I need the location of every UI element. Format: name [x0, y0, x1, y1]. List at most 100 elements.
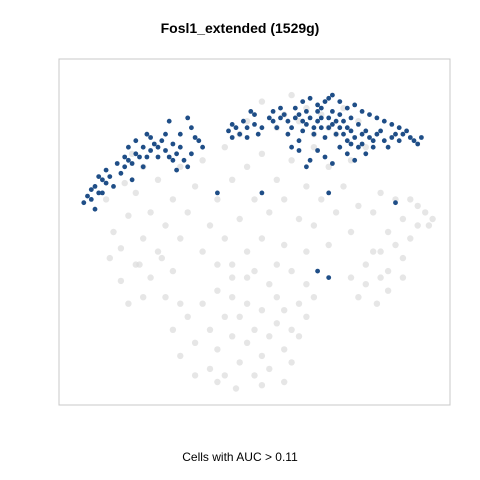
background-cell-point: [370, 209, 377, 216]
highlighted-cell-point: [370, 138, 376, 144]
highlighted-cell-point: [270, 118, 276, 124]
background-cell-point: [221, 235, 228, 242]
background-cell-point: [310, 222, 318, 229]
highlighted-cell-point: [352, 102, 358, 108]
background-cell-point: [128, 150, 136, 157]
background-cell-point: [258, 235, 266, 242]
chart-caption: Cells with AUC > 0.11: [182, 450, 298, 464]
background-cell-point: [295, 300, 303, 307]
background-cell-point: [266, 209, 273, 216]
highlighted-cell-point: [370, 144, 376, 150]
background-cell-point: [355, 294, 362, 301]
highlighted-cell-point: [300, 118, 306, 124]
chart-title: Fosl1_extended (1529g): [160, 20, 320, 36]
highlighted-cell-point: [148, 135, 154, 140]
highlighted-cell-point: [103, 167, 109, 173]
background-cell-point: [288, 91, 295, 99]
highlighted-cell-point: [307, 95, 313, 101]
highlighted-cell-point: [300, 128, 306, 134]
highlighted-cell-point: [155, 144, 161, 150]
background-cell-point: [232, 385, 240, 392]
background-cell-point: [110, 228, 117, 236]
highlighted-cell-point: [389, 122, 395, 127]
highlighted-cell-point: [374, 115, 380, 121]
highlighted-cell-point: [177, 131, 183, 137]
background-cell-point: [281, 346, 288, 353]
highlighted-cell-point: [174, 167, 180, 173]
highlighted-cell-point: [367, 135, 372, 140]
background-cell-point: [384, 267, 392, 275]
background-cell-point: [199, 248, 206, 255]
highlighted-cell-point: [85, 193, 90, 199]
background-cell-point: [136, 261, 143, 268]
background-cell-point: [251, 196, 258, 203]
highlighted-cell-point: [352, 135, 358, 140]
background-cell-point: [177, 163, 184, 170]
highlighted-cell-point: [177, 144, 183, 150]
highlighted-cell-point: [333, 118, 339, 124]
background-cell-point: [229, 176, 236, 183]
highlighted-cell-point: [107, 174, 113, 180]
background-cell-point: [266, 333, 273, 340]
background-cell-point: [214, 261, 221, 268]
background-cell-point: [214, 378, 221, 386]
highlighted-cell-point: [278, 115, 283, 121]
background-cell-point: [154, 176, 162, 183]
highlighted-cell-point: [140, 164, 146, 170]
highlighted-cell-point: [359, 109, 365, 114]
highlighted-cell-point: [326, 125, 332, 131]
background-cell-point: [243, 300, 251, 307]
highlighted-cell-point: [129, 177, 135, 183]
background-cell-point: [288, 157, 295, 164]
highlighted-cell-point: [337, 99, 343, 104]
background-cell-point: [258, 150, 266, 157]
highlighted-cell-point: [192, 135, 198, 140]
highlighted-cell-point: [311, 131, 317, 137]
background-cell-point: [243, 248, 251, 255]
highlighted-cell-point: [285, 131, 291, 137]
background-cell-point: [169, 196, 177, 203]
highlighted-cell-point: [133, 151, 139, 157]
background-cell-point: [221, 144, 228, 151]
background-cell-point: [414, 222, 421, 229]
background-cell-point: [243, 118, 251, 125]
highlighted-cell-point: [92, 184, 98, 189]
background-cell-point: [332, 209, 340, 216]
background-cell-point: [318, 196, 325, 203]
background-cell-point: [384, 287, 392, 294]
highlighted-cell-point: [348, 141, 354, 147]
highlighted-cell-point: [237, 131, 243, 137]
background-cell-point: [229, 294, 236, 301]
highlighted-cell-point: [315, 109, 320, 114]
background-cell-point: [191, 339, 199, 346]
highlighted-cell-point: [96, 174, 102, 180]
highlighted-cell-point: [300, 99, 306, 104]
background-cell-point: [214, 196, 221, 203]
highlighted-cell-point: [185, 115, 191, 121]
background-cell-point: [399, 274, 407, 281]
highlighted-cell-point: [348, 128, 354, 134]
background-cell-point: [236, 313, 243, 320]
highlighted-cell-point: [248, 109, 254, 114]
background-cell-point: [236, 215, 243, 223]
highlighted-cell-point: [407, 135, 413, 140]
highlighted-cell-point: [367, 112, 372, 117]
background-cell-point: [102, 196, 110, 203]
highlighted-cell-point: [122, 164, 128, 170]
background-cell-point: [425, 222, 433, 229]
highlighted-cell-point: [244, 135, 250, 140]
highlighted-cell-point: [255, 131, 261, 137]
highlighted-cell-point: [81, 200, 87, 206]
background-cell-point: [281, 196, 288, 203]
highlighted-cell-point: [315, 148, 320, 153]
highlighted-cell-point: [278, 105, 283, 111]
highlighted-cell-point: [374, 131, 380, 137]
highlighted-cell-point: [292, 105, 298, 111]
background-cell-point: [281, 241, 288, 249]
background-cell-point: [117, 245, 125, 252]
background-cell-point: [362, 281, 369, 288]
highlighted-cell-point: [322, 154, 328, 160]
highlighted-cell-point: [144, 131, 150, 137]
background-cell-point: [251, 326, 258, 333]
highlighted-cell-point: [170, 157, 176, 163]
